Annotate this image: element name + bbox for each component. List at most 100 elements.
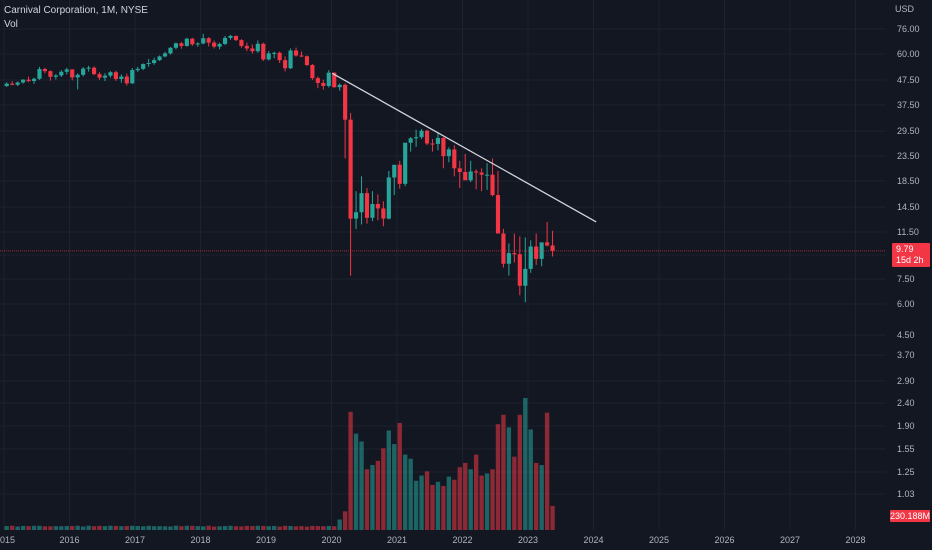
candle-body — [495, 195, 501, 234]
last-price-value: 9.79 — [896, 244, 914, 254]
volume-bar — [64, 526, 69, 530]
volume-bar — [299, 526, 304, 530]
candle-body — [517, 254, 522, 286]
candle — [310, 64, 315, 80]
candle-body — [113, 72, 118, 79]
candle-body — [59, 71, 64, 76]
time-tick-label: 2026 — [714, 535, 734, 545]
candle — [168, 47, 173, 55]
candle — [228, 34, 233, 40]
price-tick-label: 1.03 — [897, 489, 915, 499]
candle-body — [321, 82, 326, 87]
candle — [119, 74, 124, 83]
candle-body — [424, 130, 430, 144]
symbol-legend[interactable]: Carnival Corporation, 1M, NYSE Vol — [4, 4, 148, 32]
candle — [53, 74, 58, 80]
volume-bar — [304, 526, 310, 530]
candle — [26, 76, 31, 83]
trend-line[interactable] — [331, 72, 597, 223]
candle — [545, 221, 550, 247]
time-tick-label: 015 — [0, 535, 15, 545]
volume-bar — [10, 525, 15, 530]
price-tick-label: 76.00 — [897, 24, 920, 34]
candle-body — [550, 245, 555, 251]
candle — [179, 41, 184, 49]
candle — [173, 42, 179, 50]
candle-body — [534, 246, 539, 259]
volume-bar — [48, 526, 53, 530]
candle-body — [474, 171, 479, 173]
candle-body — [337, 84, 342, 88]
volume-bar — [435, 481, 441, 530]
volume-bar — [446, 476, 452, 530]
candle-body — [528, 246, 533, 269]
candle-body — [370, 204, 375, 218]
volume-bar — [173, 525, 179, 530]
time-tick-label: 2028 — [845, 535, 865, 545]
candle — [64, 67, 69, 75]
volume-bar — [348, 411, 353, 530]
candle-body — [441, 137, 446, 157]
volume-bar — [523, 398, 528, 530]
volume-bar — [201, 526, 206, 530]
candle-body — [173, 43, 179, 48]
volume-bar — [42, 526, 48, 530]
volume-bar — [381, 448, 386, 530]
candle-body — [353, 212, 359, 219]
currency-label: USD — [895, 4, 915, 14]
candle-body — [332, 72, 337, 88]
price-tick-label: 18.50 — [897, 176, 920, 186]
candle-body — [419, 130, 424, 138]
volume-bar — [337, 519, 342, 530]
time-tick-label: 2021 — [387, 535, 407, 545]
price-axis[interactable]: 76.00 60.00 47.50 37.50 29.50 23.50 18.50 14.50… — [897, 24, 920, 499]
price-tick-label: 11.50 — [897, 227, 919, 237]
time-tick-label: 2020 — [321, 535, 341, 545]
volume-bar — [20, 525, 26, 530]
candle — [348, 112, 353, 276]
volume-bar — [272, 525, 277, 530]
volume-bar — [168, 526, 173, 530]
symbol-title[interactable]: Carnival Corporation, 1M, NYSE — [4, 5, 148, 16]
candle-body — [91, 67, 97, 75]
volume-bar — [359, 441, 364, 530]
candle — [81, 67, 86, 77]
candle — [37, 66, 42, 80]
candle — [261, 42, 266, 62]
candle-body — [288, 50, 293, 69]
volume-bar — [419, 475, 424, 530]
volume-bar — [80, 526, 86, 530]
volume-bar — [550, 505, 555, 530]
volume-bar — [130, 525, 135, 530]
candle — [42, 67, 48, 74]
candle-body — [397, 164, 402, 184]
volume-bar — [108, 525, 113, 530]
volume-bar — [430, 484, 435, 530]
candle — [222, 35, 228, 46]
volume-bar — [190, 525, 195, 530]
time-axis[interactable]: 015 2016 2017 2018 2019 2020 2021 2022 2023 2024 2… — [0, 535, 866, 545]
candle-body — [348, 119, 353, 219]
candle — [244, 42, 249, 52]
candle-body — [168, 47, 173, 54]
volume-bar — [162, 526, 168, 530]
candle — [517, 236, 522, 296]
volume-bar — [86, 525, 91, 530]
grid — [0, 0, 886, 530]
candle-body — [195, 43, 200, 45]
volume-bar — [468, 469, 473, 530]
volume-bar — [386, 430, 391, 530]
candle-body — [272, 52, 277, 54]
candle-body — [233, 35, 239, 41]
volume-bars — [4, 398, 555, 530]
volume-bar — [135, 526, 140, 530]
volume-bar — [315, 526, 321, 530]
volume-bar — [70, 526, 75, 530]
volume-label[interactable]: Vol — [4, 19, 18, 30]
volume-bar — [479, 475, 484, 530]
candle — [337, 83, 342, 91]
price-tick-label: 4.50 — [897, 330, 915, 340]
